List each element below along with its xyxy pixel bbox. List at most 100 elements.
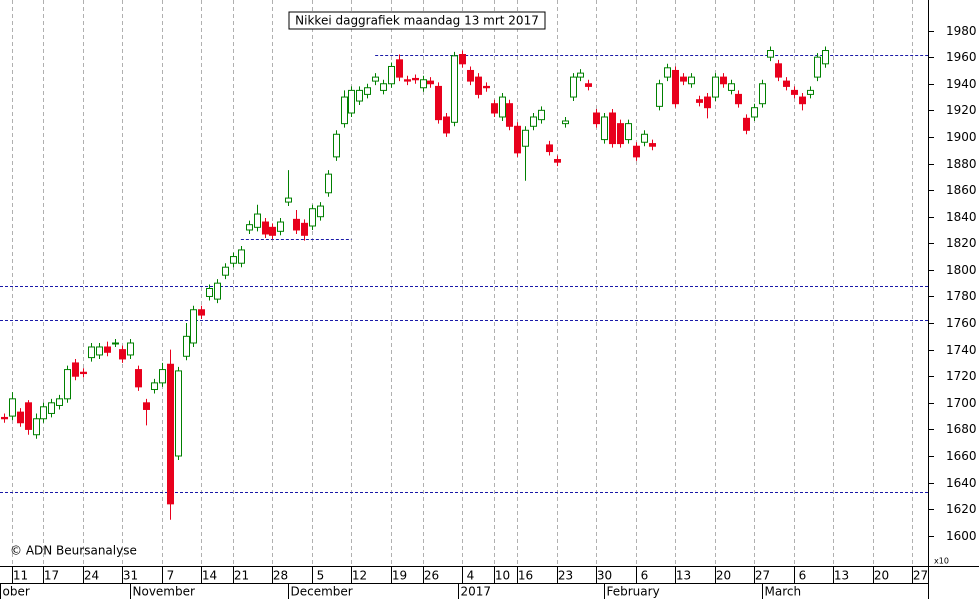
candle-body — [175, 370, 182, 457]
candle-body — [127, 342, 134, 356]
y-tick-label: 1800 — [946, 263, 977, 277]
candle-body — [333, 133, 340, 158]
y-tick-label: 1660 — [946, 449, 977, 463]
candle-body — [183, 335, 190, 357]
candle-body — [238, 249, 245, 264]
candle-body — [499, 96, 506, 118]
candle-body — [420, 79, 427, 89]
candle-body — [372, 76, 379, 82]
candle-body — [119, 349, 126, 360]
candle-body — [656, 83, 663, 107]
candle-body — [814, 56, 821, 78]
candle-body — [214, 282, 221, 300]
candle-body — [277, 221, 284, 232]
x-tick-label: 28 — [273, 569, 288, 583]
title-box — [288, 11, 546, 30]
candle-body — [309, 208, 316, 227]
candle-body — [712, 76, 719, 98]
candle-body — [514, 125, 521, 154]
x-tick-label: 30 — [597, 569, 612, 583]
candle-body — [475, 76, 482, 95]
candle-body — [451, 55, 458, 123]
candle-body — [269, 226, 276, 236]
candle-body — [301, 222, 308, 236]
x-tick-label: 10 — [495, 569, 510, 583]
candle-body — [143, 402, 150, 410]
candle-body — [546, 144, 553, 153]
candle-body — [704, 96, 711, 109]
candle-body — [680, 76, 687, 82]
candle-body — [230, 256, 237, 264]
candle-body — [246, 224, 253, 231]
candle-body — [775, 63, 782, 78]
month-label: ober — [3, 585, 30, 599]
candle-body — [388, 65, 395, 85]
candle-body — [159, 369, 166, 384]
candle-body — [506, 103, 513, 127]
candle-body — [585, 83, 592, 87]
candle-body — [262, 221, 269, 235]
candle-body — [88, 346, 95, 359]
candle-body — [641, 133, 648, 143]
candle-body — [285, 197, 292, 203]
candle-body — [633, 145, 640, 158]
candle-body — [104, 346, 111, 353]
candle-body — [325, 173, 332, 194]
candle-body — [609, 112, 616, 145]
candle-body — [538, 109, 545, 121]
candle-body — [151, 382, 158, 391]
x-tick-label: 19 — [392, 569, 407, 583]
candle-body — [64, 369, 71, 400]
candle-body — [33, 418, 40, 436]
candle-body — [72, 362, 79, 377]
x-tick-label: 16 — [518, 569, 533, 583]
month-label: November — [133, 585, 195, 599]
y-tick-label: 1960 — [946, 50, 977, 64]
candle-body — [751, 107, 758, 118]
grid — [12, 0, 913, 566]
candle-body — [601, 116, 608, 141]
candles — [1, 46, 829, 520]
x-tick-label: 13 — [834, 569, 849, 583]
candle-body — [135, 369, 142, 388]
y-tick-label: 1780 — [946, 289, 977, 303]
x-tick-label: 27 — [913, 569, 928, 583]
candle-body — [80, 371, 87, 375]
y-tick-label: 1600 — [946, 529, 977, 543]
chart-title: Nikkei daggrafiek maandag 13 mrt 2017 — [295, 14, 539, 28]
y-tick-label: 1980 — [946, 24, 977, 38]
candle-body — [593, 112, 600, 125]
candle-body — [25, 402, 32, 430]
candle-body — [530, 116, 537, 127]
x-tick-label: 6 — [641, 569, 649, 583]
candle-body — [56, 398, 63, 406]
x-tick-label: 11 — [13, 569, 28, 583]
candle-body — [198, 309, 205, 316]
y-tick-label: 1760 — [946, 316, 977, 330]
candle-body — [577, 72, 584, 78]
candle-body — [554, 159, 561, 163]
month-label: February — [607, 585, 660, 599]
candle-body — [404, 79, 411, 82]
y-tick-label: 1900 — [946, 130, 977, 144]
candle-body — [783, 80, 790, 87]
x-tick-label: 20 — [874, 569, 889, 583]
y-tick-label: 1700 — [946, 396, 977, 410]
month-label: March — [765, 585, 802, 599]
candle-body — [112, 342, 119, 345]
x-tick-label: 14 — [202, 569, 217, 583]
candle-body — [625, 123, 632, 141]
y-tick-label: 1880 — [946, 157, 977, 171]
y-tick-label: 1640 — [946, 476, 977, 490]
candle-body — [459, 54, 466, 65]
candle-body — [522, 129, 529, 147]
y-tick-label: 1720 — [946, 369, 977, 383]
x-tick-label: 13 — [676, 569, 691, 583]
candle-body — [767, 50, 774, 58]
candle-body — [341, 96, 348, 125]
candle-body — [317, 205, 324, 218]
candle-body — [167, 363, 174, 505]
candle-body — [1, 416, 8, 420]
